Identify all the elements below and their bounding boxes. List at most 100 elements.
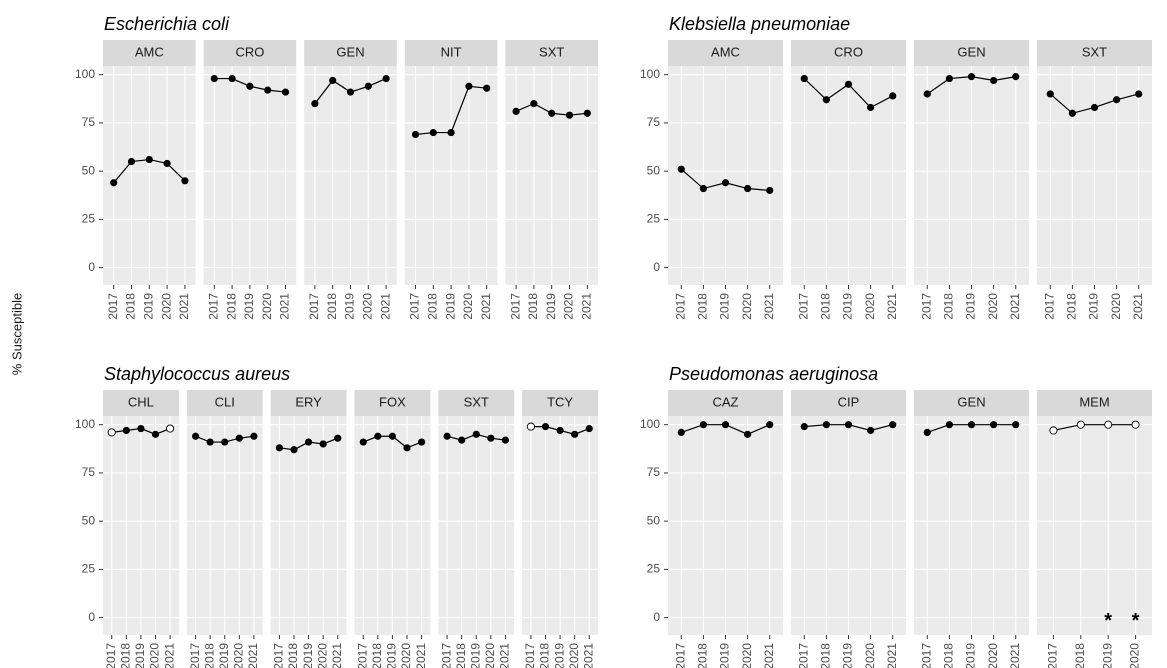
facet-label: CRO [235,44,264,59]
x-tick-label: 2018 [224,293,238,320]
strip [668,40,783,66]
x-tick-label: 2018 [119,643,133,668]
point [1012,421,1020,429]
point [699,421,707,429]
point [228,74,236,83]
x-tick-label: 2018 [538,643,552,668]
facet-label: GEN [957,394,985,409]
point [677,428,685,437]
point [458,436,466,444]
facet-label: CRO [834,44,863,59]
point [571,430,579,438]
x-tick-label: 2017 [523,643,537,668]
x-tick-label: 2019 [964,293,978,320]
point [800,74,808,83]
x-tick-label: 2019 [343,293,357,320]
point [364,82,372,90]
x-tick-label: 2019 [841,643,855,668]
x-tick-label: 2017 [1042,293,1056,320]
point [526,422,535,431]
x-tick-label: 2017 [508,293,522,320]
point [346,88,355,96]
point [319,440,327,448]
y-axis-label: % Susceptible [9,293,24,375]
point [417,438,426,446]
x-tick-label: 2018 [124,293,138,320]
facet-label: TCY [547,394,573,409]
panel-title: Klebsiella pneumoniae [669,14,850,34]
x-tick-label: 2021 [498,643,512,668]
point [565,111,574,119]
panel-background [1037,416,1152,635]
point [281,88,290,96]
point [967,73,976,81]
point [151,430,160,438]
annotation: * [1104,610,1112,632]
x-tick-label: 2021 [1131,293,1145,320]
x-tick-label: 2017 [408,293,422,320]
y-tick-label: 25 [82,562,96,576]
point [206,438,214,446]
point [304,438,313,446]
point [191,432,200,440]
y-tick-label: 75 [647,115,661,129]
point [945,421,953,429]
point [443,432,451,440]
point [388,432,397,440]
y-tick-label: 100 [75,417,95,431]
x-tick-label: 2021 [762,643,776,668]
strip [103,40,196,66]
facet-label: CLI [215,394,235,409]
x-tick-label: 2017 [188,643,202,668]
x-tick-label: 2018 [526,293,540,320]
x-tick-label: 2019 [385,643,399,668]
point [822,96,830,104]
x-tick-label: 2018 [325,293,339,320]
x-tick-label: 2020 [159,293,173,320]
x-tick-label: 2017 [1046,643,1060,668]
y-tick-label: 100 [640,67,660,81]
x-tick-label: 2019 [133,643,147,668]
x-tick-label: 2017 [796,643,810,668]
x-tick-label: 2018 [425,293,439,320]
x-tick-label: 2021 [1008,293,1022,320]
panel-title: Pseudomonas aeruginosa [669,364,878,384]
x-tick-label: 2017 [919,293,933,320]
point [889,92,897,100]
x-tick-label: 2017 [919,643,933,668]
x-tick-label: 2018 [370,643,384,668]
point [541,423,550,431]
x-tick-label: 2021 [414,643,428,668]
point [990,76,998,85]
y-tick-label: 75 [647,465,661,479]
point [483,84,491,92]
x-tick-label: 2019 [552,643,566,668]
point [137,424,145,433]
x-tick-label: 2020 [360,293,374,320]
strip [438,390,515,416]
facet-label: CHL [128,394,154,409]
point [1135,90,1143,98]
x-tick-label: 2020 [315,643,329,668]
point [967,421,976,429]
y-tick-label: 0 [88,610,95,624]
point [210,74,218,83]
y-tick-label: 50 [82,163,96,177]
point [487,434,495,442]
point [403,444,411,452]
x-tick-label: 2019 [841,293,855,320]
x-tick-label: 2021 [885,293,899,320]
point [246,82,254,90]
x-tick-label: 2019 [718,293,732,320]
point [923,90,931,98]
facet-label: AMC [711,44,740,59]
y-tick-label: 50 [647,163,661,177]
strip [186,390,263,416]
x-tick-label: 2020 [863,643,877,668]
point [122,426,130,435]
x-tick-label: 2021 [278,293,292,320]
strip [203,40,297,66]
facet-label: SXT [464,394,489,409]
y-tick-label: 0 [653,610,660,624]
x-tick-label: 2019 [718,643,732,668]
